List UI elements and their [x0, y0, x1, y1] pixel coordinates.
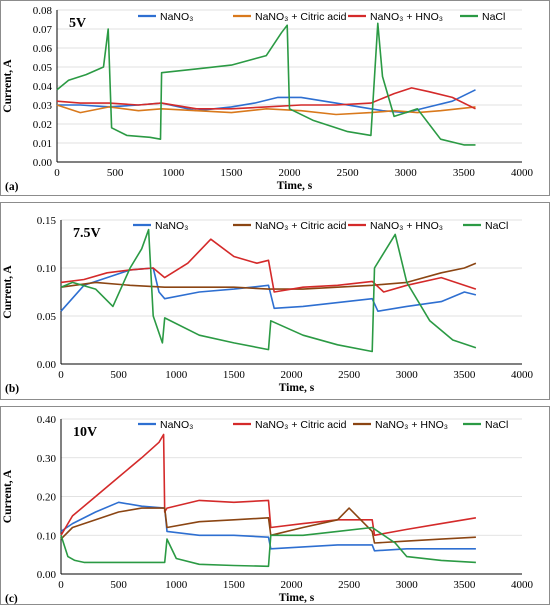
chart-svg-a: 0.00 0.01 0.02 0.03 0.04 0.05 0.06 0.07 0.08 0 500… [0, 0, 550, 196]
panel-label: (b) [5, 383, 19, 395]
y-axis-label: Current, A [2, 59, 14, 113]
series-line-2 [60, 507, 476, 544]
series-line-1 [60, 433, 477, 537]
x-tick-label: 1500 [220, 167, 243, 179]
x-tick-label: 2000 [281, 579, 304, 591]
x-tick-label: 0 [54, 167, 60, 179]
x-tick-label: 1000 [165, 579, 188, 591]
legend-label: NaNO₃ [160, 11, 193, 23]
x-axis-label: Time, s [277, 180, 313, 192]
series-line-3 [56, 22, 476, 146]
chart-svg-c: 0.00 0.10 0.20 0.30 0.40 0 500 1000 1500 2000 2500… [0, 406, 550, 605]
y-tick-label: 0.07 [33, 24, 53, 36]
legend-label: NaNO₃ + HNO₃ [375, 419, 448, 431]
series-line-3 [60, 526, 476, 568]
y-tick-label: 0.03 [33, 100, 53, 112]
y-tick-label: 0.10 [37, 530, 57, 542]
y-tick-label: 0.01 [33, 138, 52, 150]
series-line-0 [60, 501, 476, 552]
chart-title: 10V [73, 425, 97, 440]
x-tick-label: 2000 [281, 369, 304, 381]
x-tick-label: 2000 [279, 167, 302, 179]
y-tick-label: 0.06 [33, 43, 53, 55]
legend-label: NaCl [485, 220, 508, 232]
y-tick-label: 0.04 [33, 81, 53, 93]
x-tick-label: 3000 [395, 167, 418, 179]
x-tick-label: 500 [110, 579, 127, 591]
x-tick-label: 4000 [511, 167, 534, 179]
x-tick-label: 2500 [338, 369, 361, 381]
y-tick-label: 0.30 [37, 453, 57, 465]
x-tick-label: 4000 [511, 369, 534, 381]
legend-label: NaNO₃ [155, 220, 188, 232]
y-tick-label: 0.40 [37, 414, 57, 426]
series-line-1 [60, 262, 477, 290]
x-tick-label: 1000 [162, 167, 185, 179]
x-tick-label: 0 [58, 579, 64, 591]
y-tick-label: 0.02 [33, 119, 52, 131]
legend-label: NaNO₃ [160, 419, 193, 431]
x-tick-label: 500 [110, 369, 127, 381]
y-tick-label: 0.08 [33, 5, 53, 17]
chart-title: 7.5V [73, 226, 101, 241]
chart-svg-b: 0.00 0.05 0.10 0.15 0 500 1000 1500 2000 2500 3000… [0, 202, 550, 400]
x-tick-label: 1500 [223, 369, 246, 381]
y-axis-label: Current, A [2, 265, 14, 319]
x-tick-label: 1500 [223, 579, 246, 591]
x-tick-label: 4000 [511, 579, 534, 591]
y-tick-label: 0.00 [33, 157, 53, 169]
legend-label: NaCl [482, 11, 505, 23]
y-tick-label: 0.00 [37, 359, 57, 371]
x-tick-label: 3500 [453, 579, 476, 591]
x-tick-label: 3000 [396, 369, 419, 381]
x-tick-label: 2500 [337, 167, 360, 179]
x-axis-label: Time, s [279, 592, 315, 604]
y-tick-label: 0.10 [37, 263, 57, 275]
chart-panel-c: 0.00 0.10 0.20 0.30 0.40 0 500 1000 1500 2000 2500… [0, 406, 550, 605]
x-tick-label: 3500 [453, 167, 476, 179]
y-tick-label: 0.20 [37, 492, 57, 504]
chart-panel-a: 0.00 0.01 0.02 0.03 0.04 0.05 0.06 0.07 0.08 0 500… [0, 0, 550, 196]
y-axis-label: Current, A [2, 469, 14, 523]
x-tick-label: 2500 [338, 579, 361, 591]
chart-panel-b: 0.00 0.05 0.10 0.15 0 500 1000 1500 2000 2500 3000… [0, 202, 550, 400]
series-line-2 [56, 87, 476, 110]
y-tick-label: 0.15 [37, 215, 57, 227]
series-line-3 [60, 228, 477, 353]
x-tick-label: 500 [107, 167, 124, 179]
x-tick-label: 3500 [453, 369, 476, 381]
legend-label: NaNO₃ + Citric acid [255, 220, 347, 232]
x-tick-label: 1000 [165, 369, 188, 381]
y-tick-label: 0.00 [37, 569, 57, 581]
legend-label: NaNO₃ + HNO₃ [370, 220, 443, 232]
y-tick-label: 0.05 [37, 311, 57, 323]
legend-label: NaNO₃ + Citric acid [255, 11, 347, 23]
x-tick-label: 3000 [396, 579, 419, 591]
x-axis-label: Time, s [279, 382, 315, 394]
y-tick-label: 0.05 [33, 62, 53, 74]
panel-label: (c) [5, 593, 18, 605]
panel-label: (a) [5, 181, 19, 193]
chart-title: 5V [69, 16, 86, 31]
legend-label: NaNO₃ + HNO₃ [370, 11, 443, 23]
x-tick-label: 0 [58, 369, 64, 381]
legend-label: NaCl [485, 419, 508, 431]
legend-label: NaNO₃ + Citric acid [255, 419, 347, 431]
